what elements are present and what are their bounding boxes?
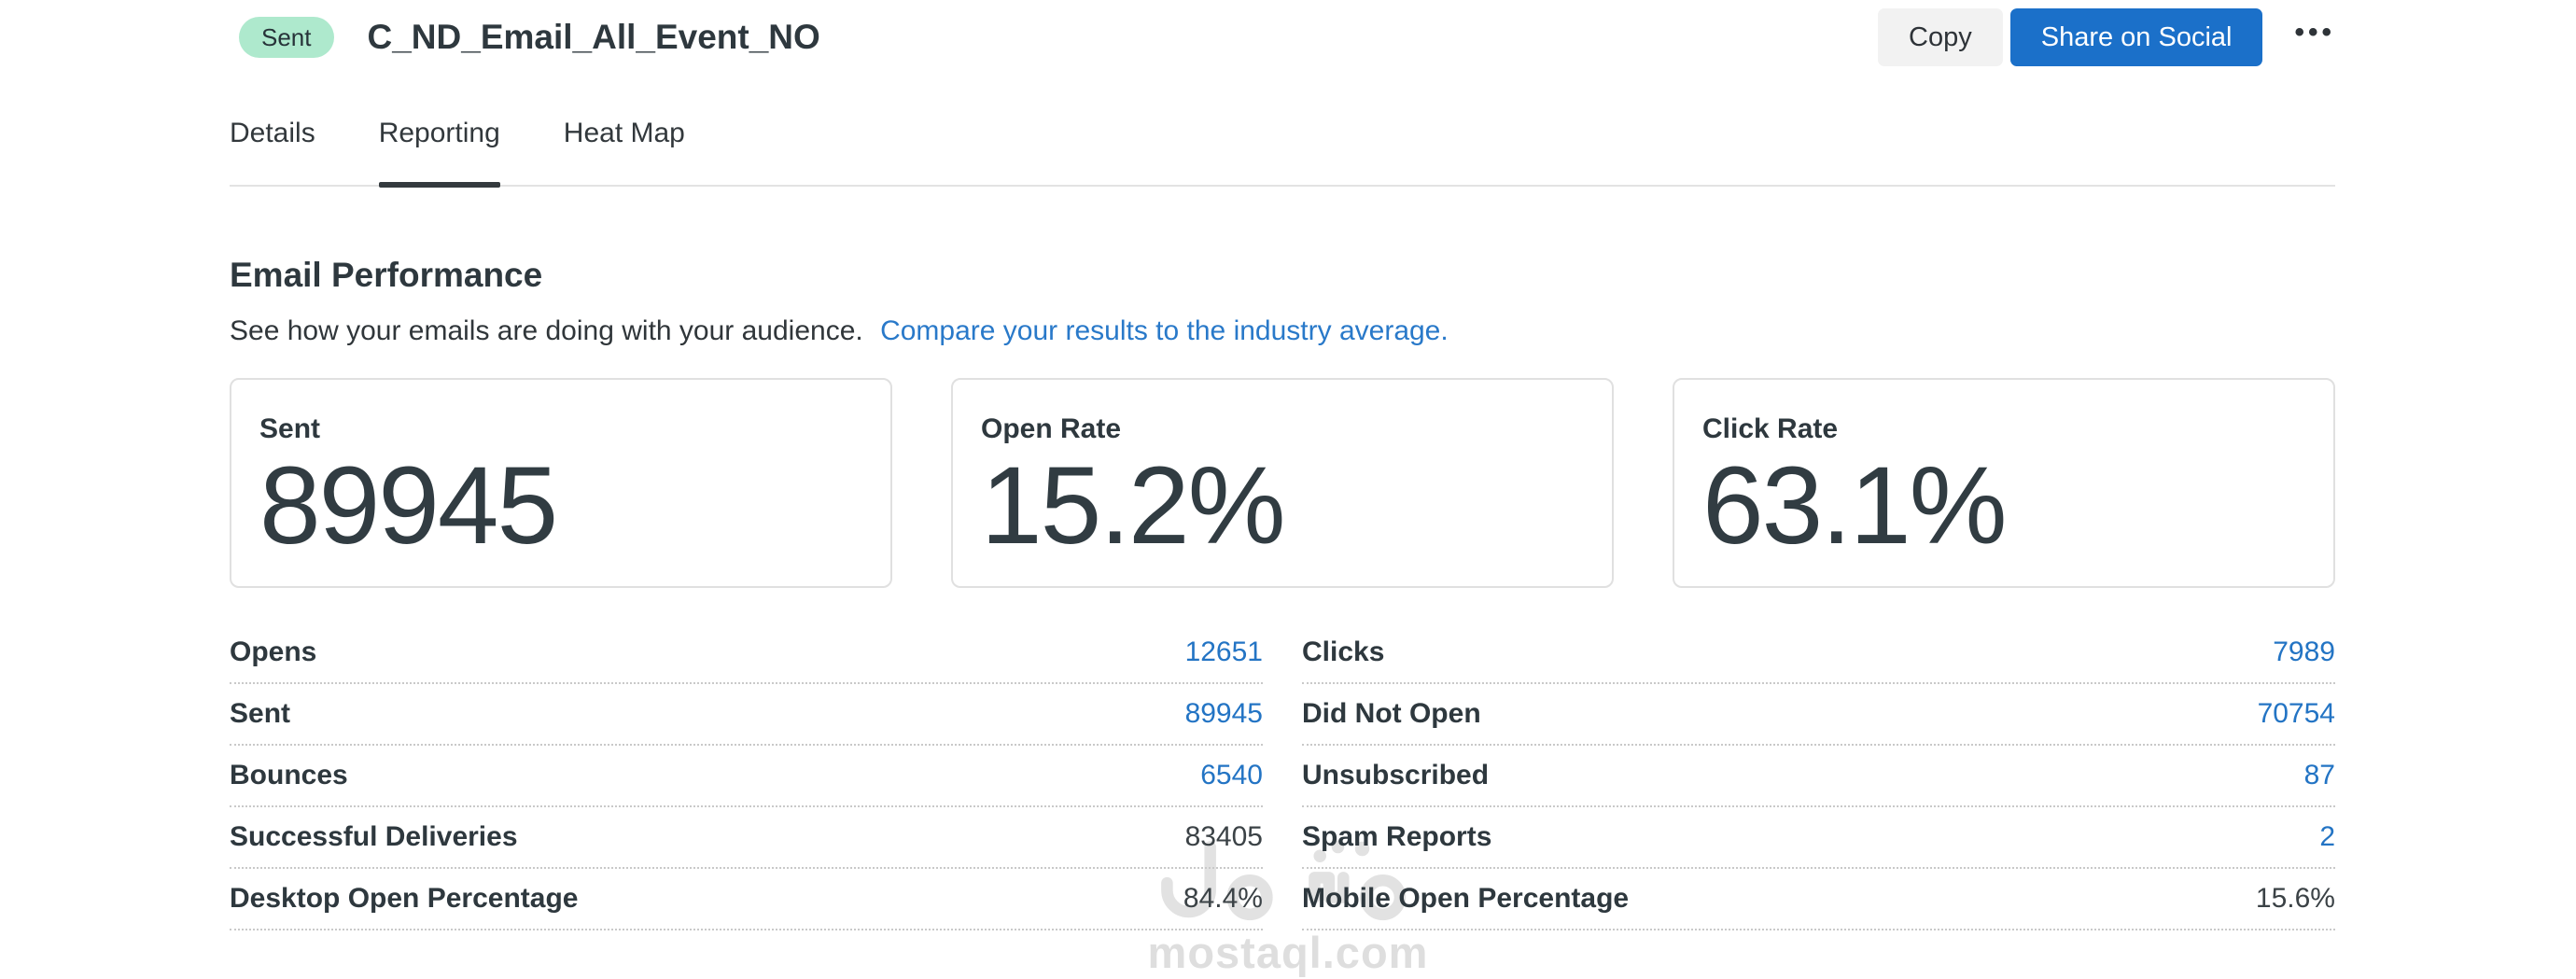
stat-label: Desktop Open Percentage xyxy=(230,883,579,914)
tab-bar: Details Reporting Heat Map xyxy=(230,118,2335,188)
stat-value: 84.4% xyxy=(1183,883,1263,914)
stat-label: Sent xyxy=(230,698,291,729)
stat-label: Opens xyxy=(230,636,317,667)
stat-label: Spam Reports xyxy=(1302,821,1492,852)
stat-value-link[interactable]: 7989 xyxy=(2273,636,2335,667)
tab-reporting[interactable]: Reporting xyxy=(378,118,500,188)
mostaql-watermark: mostaql.com xyxy=(1148,836,1429,978)
share-on-social-button[interactable]: Share on Social xyxy=(2009,8,2263,66)
stat-label: Successful Deliveries xyxy=(230,821,518,852)
stat-label: Did Not Open xyxy=(1302,698,1481,729)
stat-row-bounces: Bounces 6540 xyxy=(230,746,1263,807)
more-options-icon[interactable]: ••• xyxy=(2294,17,2335,48)
header-actions: Copy Share on Social ••• xyxy=(1878,8,2335,66)
copy-button[interactable]: Copy xyxy=(1878,8,2003,66)
stats-table: Opens 12651 Sent 89945 Bounces 6540 Succ… xyxy=(230,622,2335,930)
stat-value-link[interactable]: 89945 xyxy=(1184,698,1263,729)
stat-row-successful-deliveries: Successful Deliveries 83405 xyxy=(230,807,1263,869)
report-page: Sent C_ND_Email_All_Event_NO Copy Share … xyxy=(230,0,2335,930)
stat-row-clicks: Clicks 7989 xyxy=(1302,622,2335,684)
section-subtext: See how your emails are doing with your … xyxy=(230,315,2335,347)
card-value: 63.1% xyxy=(1702,444,2008,567)
stat-row-mobile-open-percentage: Mobile Open Percentage 15.6% xyxy=(1302,869,2335,930)
tab-heat-map[interactable]: Heat Map xyxy=(563,118,685,148)
status-badge: Sent xyxy=(239,17,334,58)
stat-label: Mobile Open Percentage xyxy=(1302,883,1630,914)
section-heading: Email Performance xyxy=(230,256,543,294)
stat-value: 15.6% xyxy=(2255,883,2335,914)
stat-value-link[interactable]: 87 xyxy=(2303,760,2335,790)
campaign-header: Sent C_ND_Email_All_Event_NO Copy Share … xyxy=(230,0,2335,75)
stat-card-open-rate: Open Rate 15.2% xyxy=(951,378,1614,588)
stat-label: Unsubscribed xyxy=(1302,760,1490,790)
stat-label: Bounces xyxy=(230,760,348,790)
tab-details[interactable]: Details xyxy=(230,118,315,148)
campaign-title: C_ND_Email_All_Event_NO xyxy=(367,18,820,56)
stats-column-right: Clicks 7989 Did Not Open 70754 Unsubscri… xyxy=(1302,622,2335,930)
stat-value-link[interactable]: 12651 xyxy=(1184,636,1263,667)
stats-column-left: Opens 12651 Sent 89945 Bounces 6540 Succ… xyxy=(230,622,1263,930)
stat-cards: Sent 89945 Open Rate 15.2% Click Rate 63… xyxy=(230,378,2335,588)
stat-row-unsubscribed: Unsubscribed 87 xyxy=(1302,746,2335,807)
stat-value-link[interactable]: 2 xyxy=(2319,821,2335,852)
stat-row-opens: Opens 12651 xyxy=(230,622,1263,684)
card-label: Click Rate xyxy=(1702,413,1839,444)
watermark-text: mostaql.com xyxy=(1147,928,1429,977)
card-value: 89945 xyxy=(259,444,558,567)
stat-value-link[interactable]: 70754 xyxy=(2257,698,2335,729)
stat-row-desktop-open-percentage: Desktop Open Percentage 84.4% xyxy=(230,869,1263,930)
stat-label: Clicks xyxy=(1302,636,1385,667)
stat-value-link[interactable]: 6540 xyxy=(1200,760,1263,790)
card-value: 15.2% xyxy=(981,444,1286,567)
stat-card-click-rate: Click Rate 63.1% xyxy=(1673,378,2335,588)
card-label: Sent xyxy=(259,413,321,444)
stat-row-spam-reports: Spam Reports 2 xyxy=(1302,807,2335,869)
mostaql-arabic-logo-icon xyxy=(1161,840,1407,921)
card-label: Open Rate xyxy=(981,413,1122,444)
subtext-static: See how your emails are doing with your … xyxy=(230,315,863,346)
industry-average-link[interactable]: Compare your results to the industry ave… xyxy=(880,315,1449,346)
stat-value: 83405 xyxy=(1184,821,1263,852)
stat-row-did-not-open: Did Not Open 70754 xyxy=(1302,684,2335,746)
stat-card-sent: Sent 89945 xyxy=(230,378,892,588)
stat-row-sent: Sent 89945 xyxy=(230,684,1263,746)
